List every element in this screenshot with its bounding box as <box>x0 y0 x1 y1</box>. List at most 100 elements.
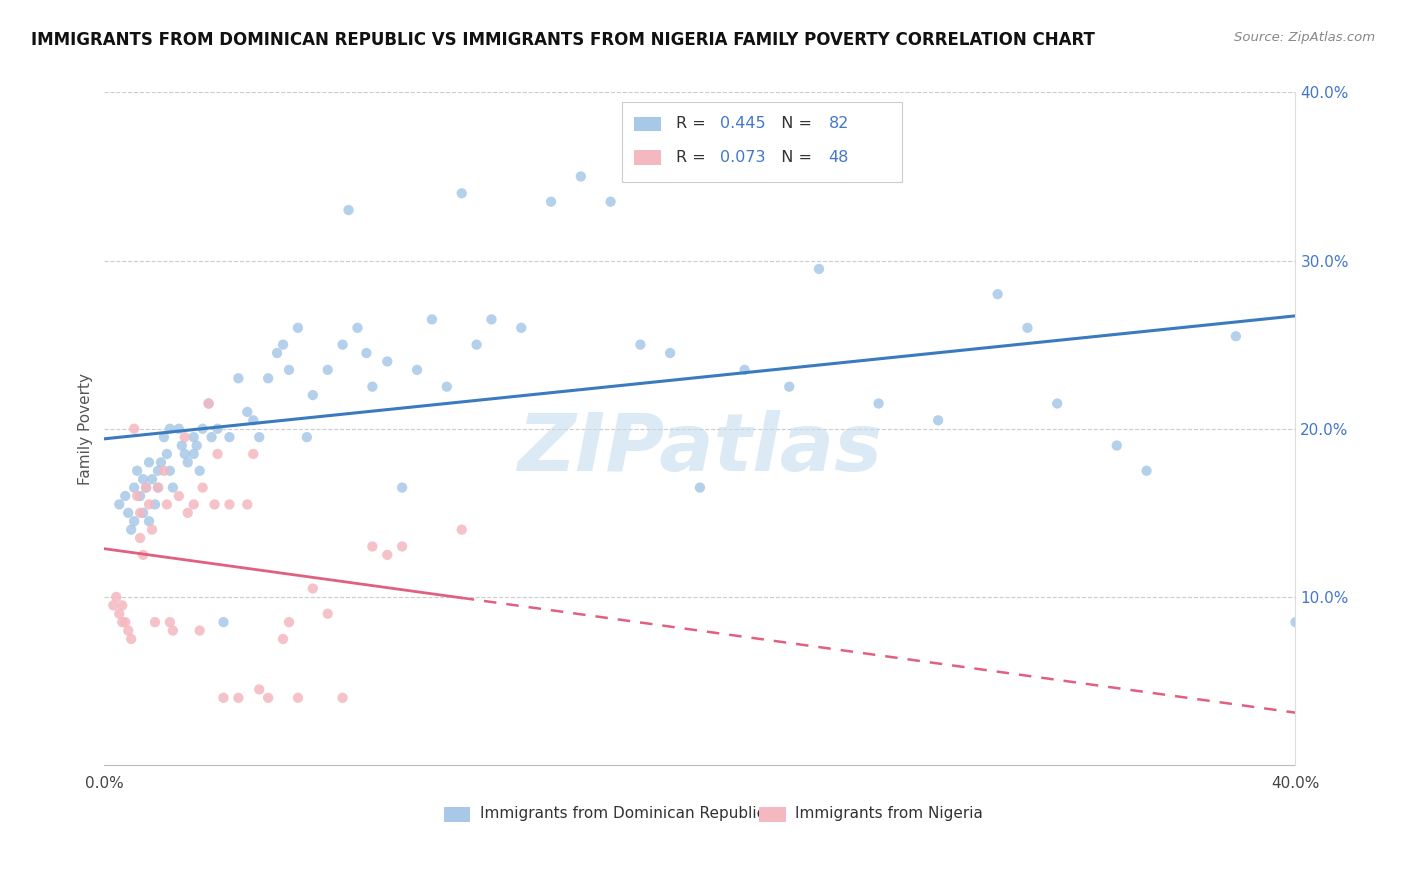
Point <box>122 481 145 495</box>
Point <box>149 455 172 469</box>
Text: N =: N = <box>772 150 817 165</box>
Point <box>218 430 240 444</box>
Point <box>278 363 301 377</box>
Point <box>129 506 152 520</box>
Point <box>375 548 398 562</box>
Point <box>436 380 458 394</box>
Point <box>146 481 169 495</box>
Text: Source: ZipAtlas.com: Source: ZipAtlas.com <box>1234 31 1375 45</box>
Point <box>808 262 831 277</box>
Point <box>188 464 211 478</box>
Point <box>569 169 592 184</box>
Point <box>129 531 152 545</box>
Point <box>689 481 711 495</box>
Point <box>927 413 949 427</box>
Point <box>167 422 190 436</box>
Point <box>183 497 205 511</box>
Point <box>1284 615 1306 629</box>
Point <box>450 186 472 201</box>
Point <box>188 624 211 638</box>
Point <box>212 615 235 629</box>
Point <box>117 624 139 638</box>
Point <box>228 371 250 385</box>
Point <box>465 337 488 351</box>
Point <box>316 363 339 377</box>
Point <box>120 632 142 646</box>
Point <box>361 540 384 554</box>
Point <box>356 346 378 360</box>
Point <box>156 447 179 461</box>
Point <box>177 506 200 520</box>
Point <box>117 506 139 520</box>
Point <box>159 464 181 478</box>
Point <box>186 438 208 452</box>
Point <box>391 540 413 554</box>
Point <box>173 430 195 444</box>
Point <box>778 380 800 394</box>
Point <box>1046 396 1069 410</box>
Point <box>108 607 131 621</box>
Point <box>868 396 890 410</box>
Point <box>287 690 309 705</box>
FancyBboxPatch shape <box>634 150 661 165</box>
Point <box>159 422 181 436</box>
Point <box>143 497 166 511</box>
FancyBboxPatch shape <box>623 103 903 182</box>
Point <box>316 607 339 621</box>
Point <box>207 447 229 461</box>
Point <box>599 194 621 209</box>
Point <box>111 599 134 613</box>
Point <box>987 287 1010 301</box>
Point <box>114 489 136 503</box>
Point <box>159 615 181 629</box>
Point <box>1017 321 1039 335</box>
Point <box>132 506 155 520</box>
Point <box>162 481 184 495</box>
Point <box>153 430 176 444</box>
Point <box>108 497 131 511</box>
Point <box>247 682 270 697</box>
Text: IMMIGRANTS FROM DOMINICAN REPUBLIC VS IMMIGRANTS FROM NIGERIA FAMILY POVERTY COR: IMMIGRANTS FROM DOMINICAN REPUBLIC VS IM… <box>31 31 1095 49</box>
Point <box>122 514 145 528</box>
Point <box>391 481 413 495</box>
Point <box>257 371 280 385</box>
FancyBboxPatch shape <box>444 807 470 822</box>
Point <box>734 363 756 377</box>
Point <box>141 523 163 537</box>
Point <box>146 464 169 478</box>
Point <box>481 312 503 326</box>
Point <box>156 497 179 511</box>
Point <box>170 438 193 452</box>
Point <box>337 203 360 218</box>
Text: 82: 82 <box>828 117 849 131</box>
Text: N =: N = <box>772 117 817 131</box>
Point <box>111 615 134 629</box>
Point <box>167 489 190 503</box>
Point <box>129 489 152 503</box>
FancyBboxPatch shape <box>759 807 786 822</box>
Text: R =: R = <box>676 117 711 131</box>
Point <box>207 422 229 436</box>
Point <box>301 582 323 596</box>
Point <box>153 464 176 478</box>
Point <box>266 346 288 360</box>
Point <box>420 312 443 326</box>
Point <box>301 388 323 402</box>
Point <box>197 396 219 410</box>
Point <box>228 690 250 705</box>
Point <box>132 548 155 562</box>
Point <box>141 472 163 486</box>
Point <box>271 337 294 351</box>
Y-axis label: Family Poverty: Family Poverty <box>79 373 93 484</box>
Point <box>132 472 155 486</box>
Point <box>135 481 157 495</box>
Point <box>375 354 398 368</box>
Point <box>127 489 149 503</box>
Point <box>659 346 682 360</box>
Text: 48: 48 <box>828 150 849 165</box>
Point <box>143 615 166 629</box>
Point <box>114 615 136 629</box>
Point <box>183 447 205 461</box>
Point <box>138 514 160 528</box>
Text: Immigrants from Nigeria: Immigrants from Nigeria <box>796 806 983 821</box>
